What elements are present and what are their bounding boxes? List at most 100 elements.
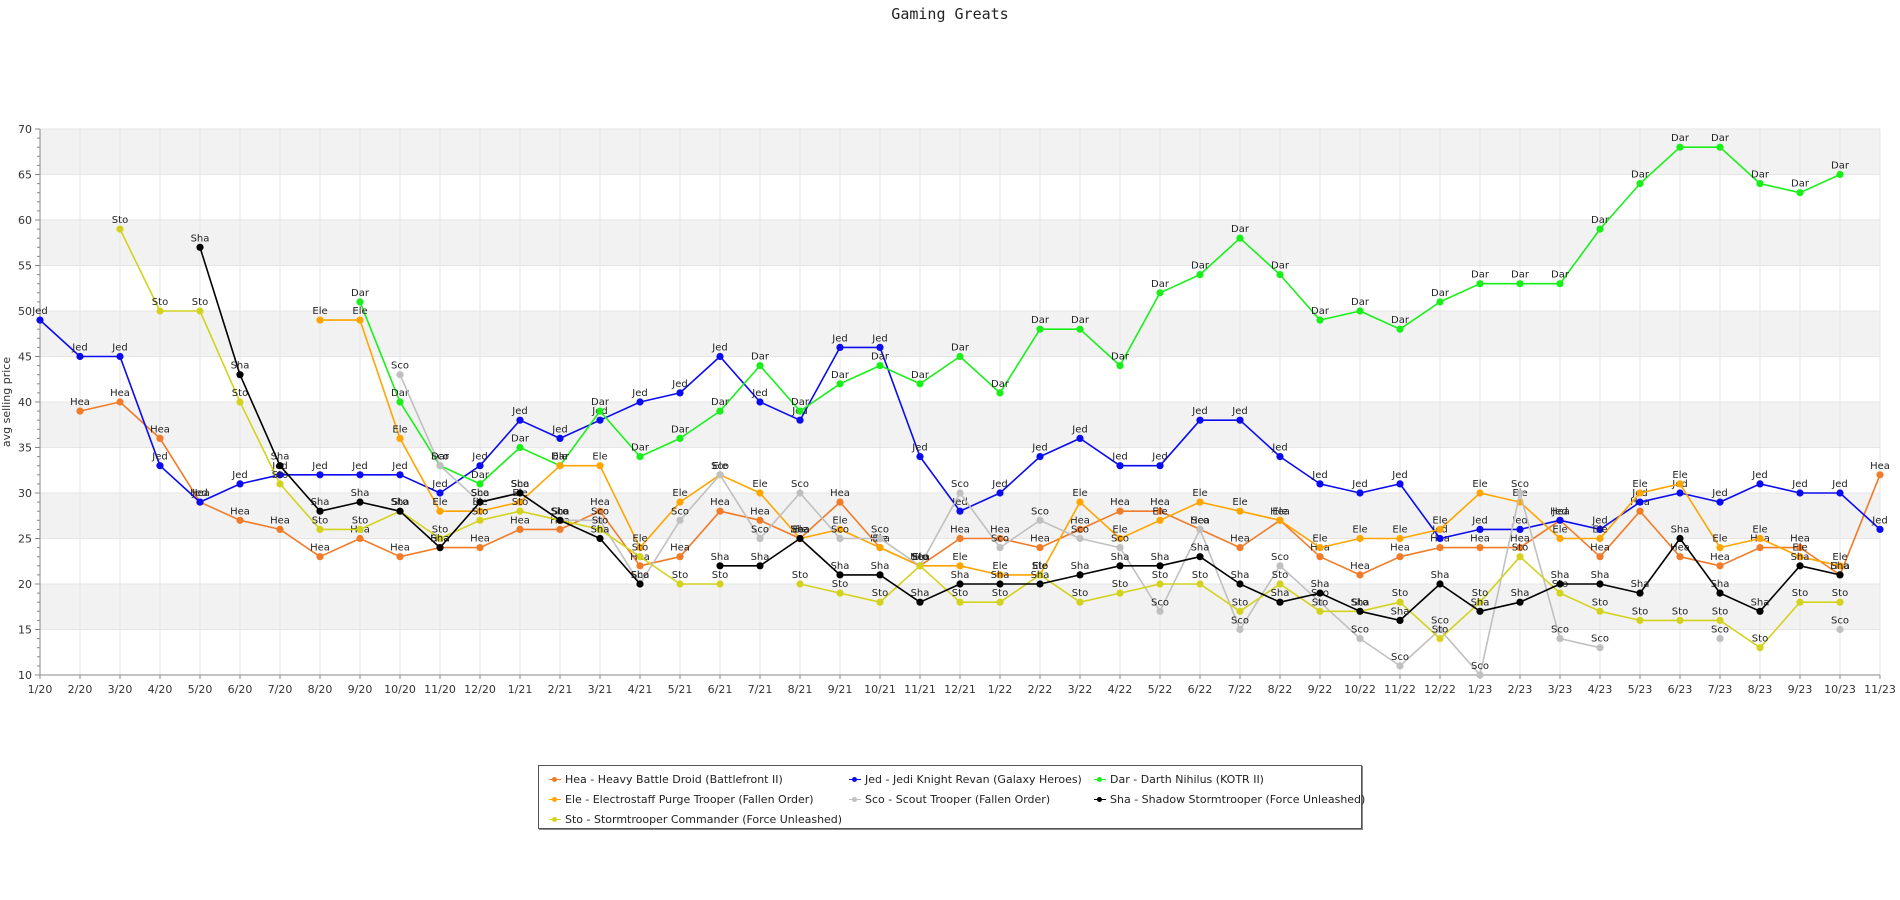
data-label: Hea <box>110 388 130 399</box>
data-label: Sto <box>112 215 128 226</box>
series-segment <box>1079 501 1121 540</box>
data-label: Ele <box>1712 534 1727 545</box>
data-label: Dar <box>1791 179 1810 190</box>
data-label: Dar <box>1071 315 1090 326</box>
data-label: Sha <box>1751 597 1770 608</box>
series-segment <box>599 510 641 567</box>
data-label: Jed <box>511 406 527 417</box>
series-segment <box>1039 574 1081 603</box>
x-tick-label: 12/20 <box>464 683 496 696</box>
legend-item-hea: Hea - Heavy Battle Droid (Battlefront II… <box>549 773 783 786</box>
data-point <box>1556 635 1564 643</box>
series-segment <box>1199 528 1241 549</box>
data-label: Dar <box>751 352 770 363</box>
legend-label: Hea - Heavy Battle Droid (Battlefront II… <box>565 773 783 786</box>
series-segment <box>1839 492 1881 530</box>
data-point <box>1636 180 1644 188</box>
data-point <box>1836 489 1844 497</box>
data-point <box>396 471 404 479</box>
legend-item-jed: Jed - Jedi Knight Revan (Galaxy Heroes) <box>849 773 1082 786</box>
data-label: Sto <box>272 470 288 481</box>
data-point <box>1556 589 1564 597</box>
series-segment <box>639 519 681 585</box>
data-label: Ele <box>1832 552 1847 563</box>
data-label: Sto <box>672 570 688 581</box>
data-point <box>356 471 364 479</box>
data-point <box>956 598 964 606</box>
data-point <box>396 507 404 515</box>
series-segment <box>759 401 801 421</box>
data-label: Dar <box>1111 352 1130 363</box>
series-segment <box>1639 492 1681 503</box>
data-label: Sha <box>1031 570 1050 581</box>
data-label: Sha <box>351 488 370 499</box>
data-point <box>36 316 44 324</box>
x-tick-label: 7/23 <box>1708 683 1733 696</box>
data-label: Dar <box>351 288 370 299</box>
x-tick-label: 7/22 <box>1228 683 1253 696</box>
data-point <box>516 489 524 497</box>
data-point <box>1116 362 1124 370</box>
series-segment <box>1559 592 1601 613</box>
data-point <box>1876 471 1884 479</box>
series-segment <box>799 583 841 594</box>
data-label: Dar <box>1191 261 1210 272</box>
series-segment <box>799 383 841 412</box>
y-tick-label: 55 <box>18 260 32 273</box>
data-label: Dar <box>1151 279 1170 290</box>
x-tick-label: 8/21 <box>788 683 813 696</box>
series-segment <box>999 519 1041 549</box>
data-point <box>1436 635 1444 643</box>
x-tick-label: 5/23 <box>1628 683 1653 696</box>
series-segment <box>1079 537 1121 549</box>
series-segment <box>239 374 281 467</box>
data-point <box>1796 598 1804 606</box>
data-label: Sto <box>952 588 968 599</box>
series-segment <box>119 228 161 312</box>
series-segment <box>1519 583 1561 603</box>
data-label: Ele <box>1112 525 1127 536</box>
data-point <box>956 352 964 361</box>
data-label: Dar <box>1671 133 1690 144</box>
y-tick-label: 65 <box>18 169 32 182</box>
series-segment <box>279 528 321 558</box>
data-point <box>1396 662 1404 670</box>
data-point <box>396 398 404 406</box>
y-tick-label: 70 <box>18 123 32 136</box>
series-segment <box>599 465 641 548</box>
data-label: Sco <box>1471 661 1489 672</box>
series-segment <box>879 537 921 567</box>
data-point <box>1516 553 1524 561</box>
data-point <box>636 398 644 406</box>
series-segment <box>239 401 281 485</box>
data-point <box>1716 635 1724 643</box>
data-point <box>1116 589 1124 597</box>
data-point <box>1516 544 1524 552</box>
series-segment <box>879 546 921 567</box>
data-label: Sco <box>631 570 649 581</box>
series-segment <box>719 474 761 494</box>
series-segment <box>1319 310 1361 321</box>
data-label: Sco <box>1711 625 1729 636</box>
series-segment <box>439 465 481 494</box>
data-label: Jed <box>471 452 487 463</box>
x-tick-label: 6/21 <box>708 683 733 696</box>
data-point <box>1596 225 1604 233</box>
data-label: Sto <box>1112 579 1128 590</box>
series-segment <box>1399 601 1441 640</box>
data-label: Jed <box>1111 452 1127 463</box>
data-label: Jed <box>1551 506 1567 517</box>
data-label: Dar <box>551 452 570 463</box>
series-segment <box>1839 474 1881 576</box>
data-point <box>1476 489 1484 497</box>
data-point <box>756 516 764 524</box>
y-axis-ticks: 10 15 20 25 30 35 40 45 50 55 60 65 70 <box>18 123 32 682</box>
data-point <box>1636 589 1644 597</box>
series-segment <box>1599 492 1641 540</box>
series-ele: Ele Ele Ele Ele Ele Ele Ele Ele Ele Ele Ele Ele Ele E… <box>312 306 1848 579</box>
series-segment <box>759 537 801 567</box>
series-segment <box>1519 519 1561 549</box>
series-segment <box>1119 292 1161 366</box>
data-point <box>356 525 364 534</box>
series-segment <box>919 565 961 603</box>
